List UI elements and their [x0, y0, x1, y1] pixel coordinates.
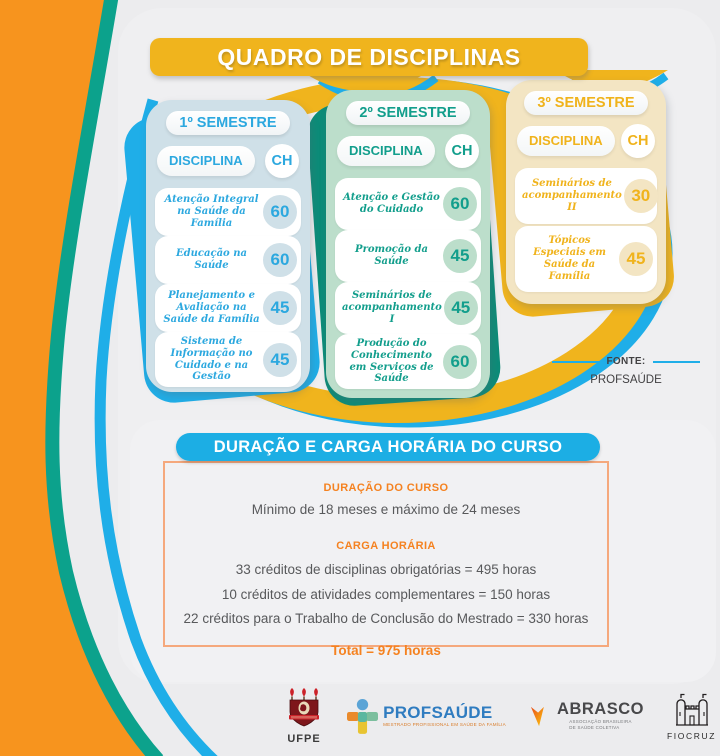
discipline-name: Sistema de Informação no Cuidado e na Ge…: [170, 336, 253, 383]
semester-1-table-header: DISCIPLINA CH: [157, 144, 299, 178]
discipline-hours: 30: [623, 179, 658, 213]
discipline-hours: 60: [263, 195, 297, 229]
workload-total: Total = 975 horas: [331, 642, 441, 658]
profsaude-icon: [347, 698, 379, 734]
workload-line: 22 créditos para o Trabalho de Conclusão…: [183, 611, 589, 627]
source-divider-left: [552, 360, 600, 363]
discipline-name: Tópicos Especiais em Saúde da Família: [533, 235, 606, 282]
discipline-hours: 45: [263, 291, 297, 325]
discipline-name: Seminários de acompanhamento I: [342, 290, 442, 325]
profsaude-logo: PROFSAÚDE MESTRADO PROFISSIONAL EM SAÚDE…: [347, 698, 506, 735]
profsaude-label: PROFSAÚDE: [383, 703, 493, 723]
semester-2-title: 2º SEMESTRE: [346, 101, 470, 125]
discipline-hours: 60: [443, 344, 477, 379]
page-title: QUADRO DE DISCIPLINAS: [217, 43, 521, 70]
ch-column-header: CH: [265, 144, 299, 178]
discipline-column-header: DISCIPLINA: [337, 136, 435, 166]
semester-3-table-header: DISCIPLINA CH: [517, 124, 655, 158]
discipline-name: Atenção Integral na Saúde da Família: [164, 194, 259, 229]
discipline-hours: 45: [443, 239, 477, 273]
ufpe-crest-icon: [289, 687, 319, 726]
fiocruz-logo: FIOCRUZ: [667, 692, 716, 741]
semester-3-rows: Seminários de acompanhamento II 30 Tópic…: [515, 168, 658, 292]
semester-2-table-header: DISCIPLINA CH: [337, 134, 479, 168]
discipline-name: Promoção da Saúde: [355, 244, 428, 267]
abrasco-triangle-icon: [530, 706, 544, 726]
abrasco-sublabel: ASSOCIAÇÃO BRASILEIRA DE SAÚDE COLETIVA: [569, 719, 632, 731]
duration-section-title: DURAÇÃO E CARGA HORÁRIA DO CURSO: [176, 433, 600, 461]
semester-2-card: 2º SEMESTRE DISCIPLINA CH Atenção e Gest…: [326, 90, 490, 398]
workload-line: 10 créditos de atividades complementares…: [221, 586, 551, 602]
workload-heading: CARGA HORÁRIA: [336, 540, 436, 552]
semester-3-card: 3º SEMESTRE DISCIPLINA CH Seminários de …: [506, 80, 666, 304]
discipline-hours: 60: [443, 187, 477, 221]
source-label: FONTE:: [606, 356, 646, 367]
semester-1-card: 1º SEMESTRE DISCIPLINA CH Atenção Integr…: [146, 100, 310, 392]
discipline-row: Educação na Saúde 60: [155, 236, 301, 284]
discipline-name: Produção do Conhecimento em Serviços de …: [349, 338, 434, 385]
discipline-name: Atenção e Gestão do Cuidado: [343, 192, 440, 215]
discipline-row: Tópicos Especiais em Saúde da Família 45: [515, 226, 657, 292]
ch-column-header: CH: [445, 134, 479, 168]
duration-text: Mínimo de 18 meses e máximo de 24 meses: [251, 502, 521, 517]
abrasco-label: ABRASCO: [557, 699, 644, 718]
discipline-name: Educação na Saúde: [176, 248, 247, 271]
discipline-name: Planejamento e Avaliação na Saúde da Fam…: [163, 290, 260, 325]
ufpe-logo: UFPE: [284, 687, 324, 745]
profsaude-sublabel: MESTRADO PROFISSIONAL EM SAÚDE DA FAMÍLI…: [383, 722, 506, 728]
discipline-row: Atenção Integral na Saúde da Família 60: [155, 188, 301, 236]
ch-column-header: CH: [621, 124, 655, 158]
semester-2-rows: Atenção e Gestão do Cuidado 60 Promoção …: [335, 178, 481, 390]
fiocruz-label: FIOCRUZ: [667, 730, 716, 741]
discipline-hours: 45: [619, 242, 653, 276]
page-title-banner: QUADRO DE DISCIPLINAS: [150, 38, 588, 76]
duration-section-box: DURAÇÃO DO CURSO Mínimo de 18 meses e má…: [163, 461, 609, 658]
discipline-row: Planejamento e Avaliação na Saúde da Fam…: [155, 284, 301, 332]
discipline-row: Seminários de acompanhamento II 30: [515, 168, 658, 224]
discipline-row: Promoção da Saúde 45: [335, 230, 481, 282]
fiocruz-castle-icon: [675, 693, 708, 726]
discipline-hours: 45: [263, 342, 297, 377]
source-note: FONTE: PROFSAÚDE: [552, 356, 700, 386]
semester-1-rows: Atenção Integral na Saúde da Família 60 …: [155, 188, 301, 388]
partner-logos-footer: UFPE PROFSAÚDE MESTRADO PROFISSIONAL EM …: [284, 680, 716, 752]
discipline-row: Sistema de Informação no Cuidado e na Ge…: [155, 332, 301, 388]
discipline-column-header: DISCIPLINA: [517, 126, 615, 156]
discipline-row: Atenção e Gestão do Cuidado 60: [335, 178, 481, 230]
abrasco-logo: ABRASCO ASSOCIAÇÃO BRASILEIRA DE SAÚDE C…: [529, 701, 644, 732]
discipline-row: Seminários de acompanhamento I 45: [335, 282, 481, 334]
semester-3-title: 3º SEMESTRE: [524, 91, 648, 115]
discipline-row: Produção do Conhecimento em Serviços de …: [335, 334, 481, 390]
discipline-name: Seminários de acompanhamento II: [522, 178, 622, 213]
workload-line: 33 créditos de disciplinas obrigatórias …: [235, 562, 537, 577]
duration-heading: DURAÇÃO DO CURSO: [323, 482, 449, 494]
discipline-hours: 60: [263, 243, 297, 277]
discipline-hours: 45: [443, 291, 478, 325]
source-value: PROFSAÚDE: [590, 374, 662, 386]
ufpe-label: UFPE: [287, 732, 321, 745]
source-divider-right: [652, 360, 700, 363]
discipline-column-header: DISCIPLINA: [157, 146, 255, 176]
semester-1-title: 1º SEMESTRE: [166, 111, 290, 135]
workload-lines: 33 créditos de disciplinas obrigatórias …: [165, 558, 607, 632]
